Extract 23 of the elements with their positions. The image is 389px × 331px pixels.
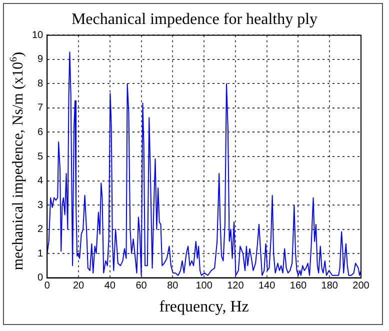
x-tick-label: 140 [258, 280, 276, 292]
y-tick-label: 7 [38, 102, 44, 114]
x-tick-label: 40 [104, 280, 116, 292]
x-axis-title: frequency, Hz [159, 298, 249, 316]
y-tick-label: 2 [38, 224, 44, 236]
y-tick-label: 4 [38, 176, 44, 187]
x-tick-label: 20 [72, 280, 85, 292]
x-tick-label: 160 [290, 280, 308, 292]
x-tick-label: 100 [196, 280, 213, 292]
y-tick-label: 5 [38, 151, 44, 162]
y-tick-label: 0 [38, 272, 44, 284]
x-tick-label: 200 [352, 280, 370, 292]
chart-title: Mechanical impedence for healthy ply [71, 10, 318, 28]
y-tick-label: 8 [38, 78, 44, 90]
y-tick-label: 6 [38, 126, 44, 138]
x-tick-label: 80 [167, 280, 179, 292]
y-tick-label: 9 [38, 54, 44, 66]
y-tick-label: 1 [38, 248, 44, 260]
x-tick-label: 120 [227, 280, 244, 292]
y-tick-label: 10 [32, 30, 44, 41]
y-tick-label: 3 [38, 200, 44, 211]
x-tick-label: 180 [321, 280, 338, 292]
x-tick-label: 60 [136, 280, 148, 292]
